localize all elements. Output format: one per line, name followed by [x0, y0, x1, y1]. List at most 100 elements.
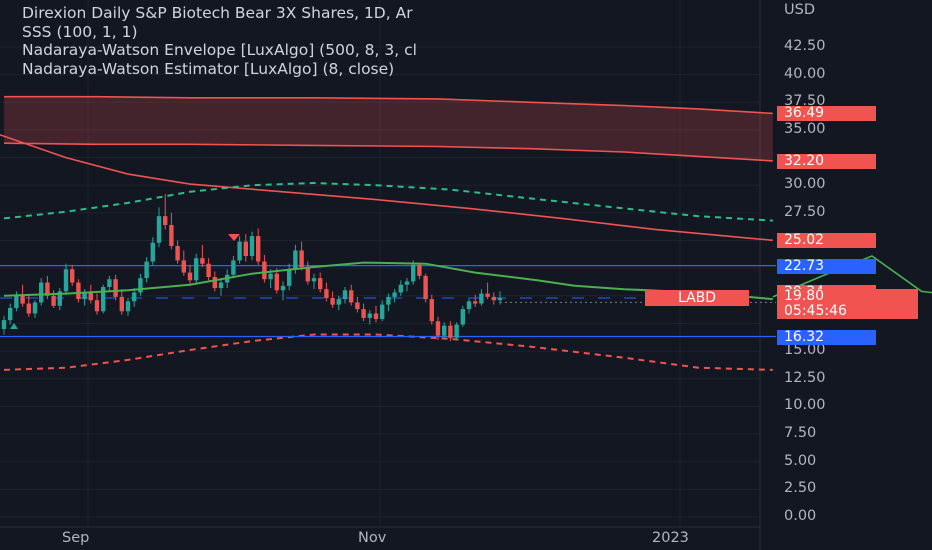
candle-body — [194, 258, 199, 281]
candle-body — [367, 313, 372, 318]
candle-body — [101, 286, 106, 312]
candle-body — [249, 236, 255, 256]
candle-body — [212, 276, 217, 289]
candle-body — [20, 295, 25, 304]
sss-band-fill — [4, 96, 773, 161]
candle-body — [138, 278, 143, 293]
candle-body — [163, 216, 168, 226]
candle-body — [429, 299, 434, 322]
candle-body — [423, 275, 428, 300]
buy-signal-marker — [10, 323, 18, 329]
y-tick-label: 30.00 — [784, 176, 826, 193]
candle-body — [330, 298, 335, 305]
legend-title: Direxion Daily S&P Biotech Bear 3X Share… — [22, 4, 413, 22]
candle-body — [280, 285, 286, 291]
candle-body — [181, 260, 186, 273]
candle-body — [107, 279, 112, 287]
symbol-tag: LABD — [645, 290, 749, 306]
chart-legend: Direxion Daily S&P Biotech Bear 3X Share… — [22, 4, 757, 78]
candle-body — [144, 261, 149, 279]
candle-body — [63, 269, 69, 292]
candle-body — [45, 282, 50, 296]
y-tick-label: 27.50 — [784, 203, 826, 220]
candle-body — [175, 246, 180, 261]
y-tick-label: 0.00 — [784, 508, 817, 524]
candle-body — [448, 325, 453, 338]
currency-label: USD — [784, 2, 815, 18]
x-tick-sep: Sep — [62, 530, 90, 546]
x-tick-nov: Nov — [358, 530, 387, 546]
y-tick-label: 15.00 — [784, 342, 826, 359]
last-price-value: 19.80 — [784, 288, 825, 304]
price-tag: 16.32 — [777, 329, 876, 345]
price-tag: 22.73 — [777, 258, 876, 274]
candle-body — [411, 264, 416, 282]
candle-body — [299, 250, 304, 268]
y-tick-label: 7.50 — [784, 425, 817, 442]
candle-body — [398, 284, 403, 293]
candle-body — [39, 282, 44, 303]
candle-body — [311, 278, 317, 282]
candle-body — [32, 302, 38, 314]
sell-signal-marker — [228, 234, 240, 241]
candle-body — [51, 295, 56, 306]
candle-body — [373, 313, 379, 320]
candle-body — [293, 250, 298, 270]
candle-body — [76, 282, 81, 300]
candle-body — [479, 293, 484, 304]
legend-indicator-estimator: Nadaraya-Watson Estimator [LuxAlgo] (8, … — [22, 59, 395, 78]
candle-body — [485, 293, 490, 297]
candle-body — [125, 301, 131, 312]
candle-body — [187, 272, 193, 281]
y-tick-label: 10.00 — [784, 397, 826, 414]
candle-body — [156, 216, 162, 243]
candle-body — [460, 309, 465, 325]
candle-body — [318, 278, 323, 290]
candle-body — [150, 242, 155, 262]
candle-body — [417, 264, 422, 276]
candle-body — [386, 296, 391, 305]
candle-body — [14, 295, 19, 308]
sss-trend-line — [0, 133, 773, 242]
candle-body — [355, 302, 360, 310]
candle-body — [392, 292, 397, 297]
candle-body — [206, 263, 211, 277]
candle-body — [491, 296, 496, 301]
y-tick-label: 40.00 — [784, 65, 826, 82]
bar-countdown: 05:45:46 — [784, 303, 847, 319]
envelope-upper — [3, 181, 773, 222]
price-tag: 25.02 — [777, 233, 876, 249]
y-tick-label: 2.50 — [784, 480, 817, 497]
candle-body — [404, 281, 410, 285]
candle-body — [349, 290, 354, 303]
candle-body — [132, 292, 137, 302]
candle-body — [200, 258, 205, 264]
price-tag: 32.20 — [777, 153, 876, 169]
candle-body — [361, 309, 366, 318]
candle-body — [218, 282, 224, 289]
candle-body — [243, 241, 248, 256]
candle-body — [70, 269, 75, 283]
candle-body — [497, 298, 503, 301]
candle-body — [305, 267, 310, 282]
candle-body — [435, 321, 441, 336]
candle-body — [57, 291, 62, 306]
legend-indicator-envelope: Nadaraya-Watson Envelope [LuxAlgo] (500,… — [22, 41, 417, 59]
candle-body — [88, 292, 93, 301]
candle-body — [336, 299, 341, 305]
x-tick-2023: 2023 — [652, 530, 689, 546]
candle-body — [262, 261, 267, 280]
y-tick-label: 42.50 — [784, 37, 826, 54]
candle-body — [231, 260, 236, 275]
last-price-tag: 19.80 05:45:46 — [777, 289, 918, 319]
price-tag: 36.49 — [777, 106, 876, 122]
candle-body — [8, 307, 13, 321]
candle-body — [169, 225, 174, 247]
envelope-lower — [3, 333, 773, 371]
candle-body — [256, 236, 261, 262]
candle-body — [324, 289, 329, 299]
candle-body — [94, 300, 100, 312]
candle-body — [268, 273, 273, 280]
